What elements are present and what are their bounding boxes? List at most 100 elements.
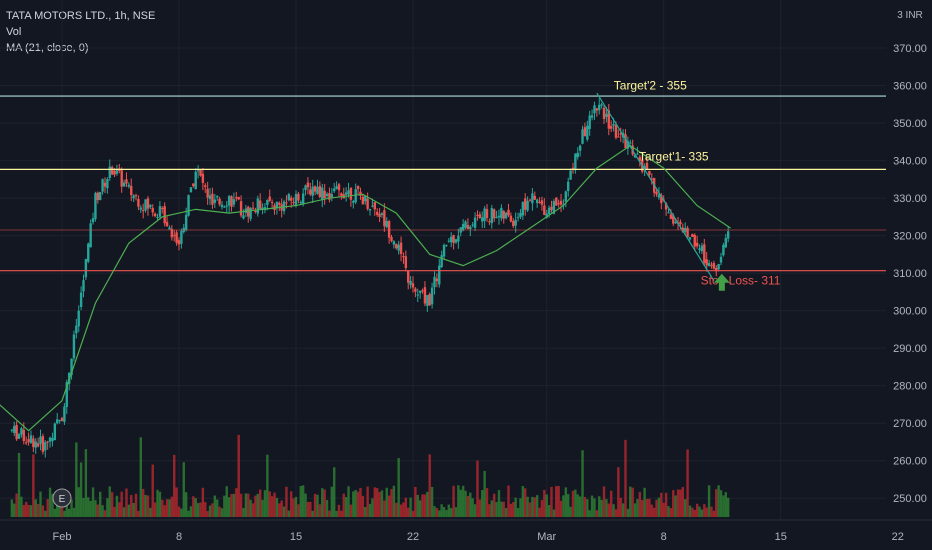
- candle-body: [201, 173, 205, 183]
- volume-bar: [459, 489, 462, 517]
- candle-body: [361, 196, 365, 205]
- candle-body: [258, 200, 262, 209]
- volume-bar: [220, 508, 224, 517]
- volume-bar: [438, 510, 441, 517]
- volume-bar: [600, 499, 603, 517]
- candle-body: [189, 187, 193, 193]
- volume-bar: [672, 490, 675, 517]
- volume-bar: [660, 492, 663, 517]
- volume-bar: [664, 492, 668, 517]
- volume-bar: [333, 467, 336, 517]
- volume-bar: [387, 495, 391, 517]
- volume-bar: [500, 501, 503, 517]
- volume-bar: [567, 494, 570, 517]
- candle-body: [177, 240, 181, 245]
- volume-bar: [266, 454, 269, 517]
- y-tick-label: 310.00: [893, 268, 927, 280]
- volume-bar: [395, 502, 398, 517]
- volume-bar: [354, 489, 357, 517]
- candle-body: [151, 207, 154, 213]
- volume-bar: [306, 501, 310, 517]
- candle-body: [693, 234, 696, 247]
- volume-bar: [139, 437, 142, 517]
- volume-bar: [309, 501, 312, 517]
- volume-bar: [156, 489, 159, 517]
- volume-bar: [330, 486, 334, 517]
- volume-bar: [96, 504, 100, 517]
- candle-body: [509, 215, 513, 222]
- volume-bar: [316, 494, 319, 517]
- volume-bar: [211, 503, 214, 517]
- candle-body: [679, 221, 682, 225]
- volume-bar: [626, 508, 630, 517]
- volume-bar: [550, 486, 553, 517]
- volume-bar: [705, 507, 708, 517]
- volume-bar: [629, 486, 632, 517]
- candle-body: [206, 188, 209, 198]
- candle-body: [199, 169, 202, 176]
- candle-body: [368, 208, 372, 211]
- candle-body: [134, 195, 138, 197]
- volume-bar: [82, 497, 85, 517]
- candle-body: [695, 242, 699, 247]
- candle-body: [411, 283, 415, 288]
- candle-body: [58, 420, 61, 422]
- volume-bar: [294, 496, 298, 517]
- candle-body: [423, 287, 427, 304]
- candle-body: [609, 125, 613, 129]
- candle-body: [84, 259, 88, 278]
- candle-body: [614, 124, 618, 138]
- x-tick-label: Mar: [537, 531, 556, 543]
- candle-body: [464, 221, 467, 228]
- overlays: Target'2 - 355 Target'1- 335 Stop Loss- 31…: [0, 78, 781, 508]
- volume-bar: [445, 510, 448, 517]
- candle-body: [316, 186, 319, 195]
- candle-body: [598, 104, 601, 111]
- candle-body: [242, 215, 245, 219]
- candle-body: [297, 193, 300, 201]
- volume-bar: [464, 490, 467, 517]
- volume-bar: [249, 499, 252, 517]
- volume-bar: [359, 487, 362, 517]
- candle-body: [137, 199, 140, 207]
- volume-bar: [161, 499, 164, 517]
- candle-body: [65, 382, 68, 407]
- volume-bar: [414, 486, 417, 517]
- candle-body: [266, 200, 269, 205]
- candle-body: [433, 276, 436, 288]
- volume-bar: [304, 493, 307, 517]
- candle-body: [590, 115, 594, 118]
- candle-body: [636, 153, 639, 155]
- x-tick-label: 22: [407, 531, 419, 543]
- candle-body: [383, 210, 386, 227]
- volume-bar: [595, 510, 599, 517]
- candle-body: [32, 438, 35, 448]
- candle-body: [51, 438, 54, 442]
- candle-body: [366, 198, 369, 209]
- volume-bar: [648, 498, 651, 517]
- volume-bar: [280, 500, 283, 517]
- candle-body: [56, 419, 59, 424]
- volume-bar: [67, 508, 71, 517]
- volume-bar: [173, 454, 176, 517]
- candle-body: [664, 203, 668, 210]
- candle-body: [44, 442, 47, 451]
- candle-body: [290, 197, 293, 201]
- volume-bar: [543, 489, 546, 517]
- candle-body: [581, 129, 584, 144]
- volume-bar: [724, 492, 727, 517]
- volume-bar: [361, 495, 365, 517]
- volume-bar: [113, 506, 116, 517]
- volume-bar: [273, 492, 276, 517]
- candle-body: [256, 198, 259, 214]
- volume-bar: [227, 497, 231, 517]
- candle-body: [617, 136, 620, 138]
- volume-bar: [411, 510, 415, 517]
- candle-body: [500, 207, 503, 219]
- candle-body: [547, 207, 551, 215]
- candle-body: [194, 171, 197, 189]
- volume-bar: [223, 495, 226, 517]
- earnings-marker-label: E: [59, 494, 66, 505]
- candle-body: [218, 198, 221, 205]
